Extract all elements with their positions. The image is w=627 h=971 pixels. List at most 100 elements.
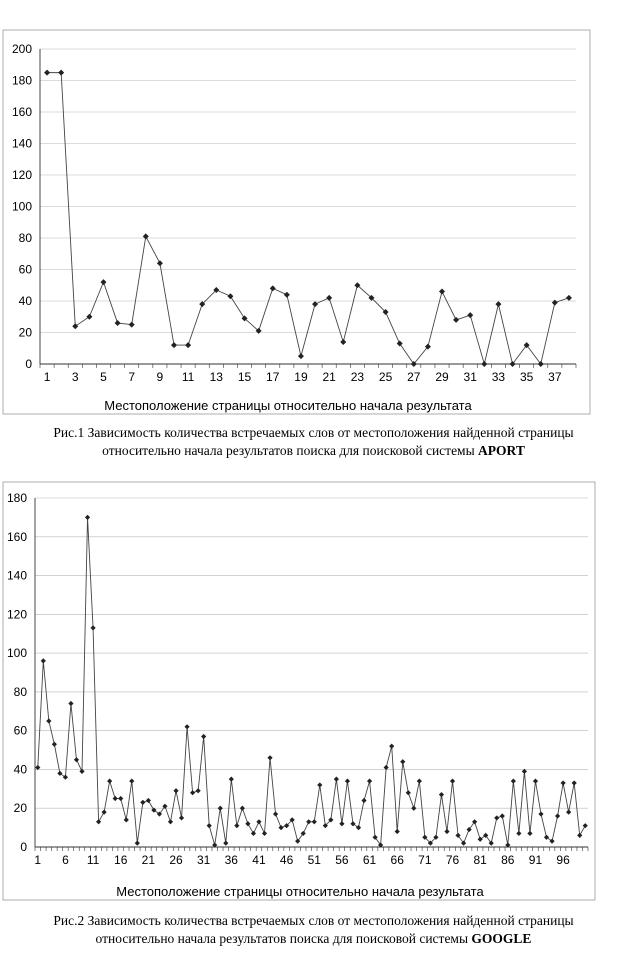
data-point	[118, 795, 124, 802]
data-point	[156, 811, 163, 817]
data-point	[416, 778, 422, 784]
data-point	[255, 327, 262, 334]
data-point	[340, 338, 347, 345]
data-point	[410, 361, 417, 367]
data-point	[250, 830, 257, 837]
data-point	[505, 842, 511, 848]
data-point	[256, 819, 262, 825]
data-point	[361, 797, 367, 804]
data-point	[185, 342, 192, 349]
y-tick-label: 120	[12, 168, 32, 182]
y-tick-label: 40	[19, 294, 33, 308]
caption-2-system: GOOGLE	[471, 931, 532, 946]
series-line	[37, 517, 586, 847]
x-tick-label: 23	[351, 370, 365, 384]
data-point	[100, 279, 107, 286]
data-point	[90, 625, 96, 631]
data-point	[449, 778, 456, 784]
data-point	[455, 832, 461, 838]
y-tick-label: 200	[12, 42, 32, 56]
x-tick-label: 6	[62, 853, 69, 867]
data-point	[516, 830, 522, 837]
x-tick-label: 37	[548, 370, 562, 384]
data-point	[68, 700, 74, 707]
x-axis-label: Местоположение страницы относительно нач…	[104, 398, 472, 413]
data-point	[95, 819, 102, 825]
x-tick-label: 9	[157, 370, 164, 384]
data-point	[405, 790, 411, 796]
data-point	[317, 782, 323, 788]
x-tick-label: 31	[197, 853, 211, 867]
data-point	[114, 320, 121, 327]
data-point	[566, 809, 572, 815]
x-tick-label: 51	[308, 853, 322, 867]
data-point	[58, 69, 65, 76]
data-point	[560, 780, 566, 786]
y-tick-label: 140	[7, 569, 27, 583]
data-point	[227, 293, 234, 300]
figure-caption-1: Рис.1 Зависимость количества встречаемых…	[0, 424, 627, 460]
data-point	[378, 842, 384, 848]
y-tick-label: 180	[12, 74, 32, 88]
data-point	[488, 840, 494, 846]
data-point	[495, 301, 502, 308]
data-point	[156, 260, 163, 267]
x-tick-label: 1	[34, 853, 41, 867]
caption-1-line-1: Рис.1 Зависимость количества встречаемых…	[53, 425, 574, 440]
x-tick-label: 41	[252, 853, 266, 867]
data-point	[140, 799, 146, 806]
data-point	[311, 819, 317, 825]
data-point	[44, 69, 51, 76]
data-point	[438, 792, 445, 798]
data-point	[433, 834, 439, 840]
x-tick-label: 16	[114, 853, 128, 867]
data-point	[228, 776, 234, 782]
data-point	[467, 312, 474, 319]
data-point	[84, 514, 91, 520]
data-point	[382, 309, 389, 316]
data-point	[523, 342, 530, 349]
data-point	[427, 840, 433, 846]
x-tick-label: 15	[238, 370, 252, 384]
data-point	[322, 823, 328, 829]
data-point	[538, 811, 544, 817]
data-point	[86, 313, 93, 320]
data-point	[424, 343, 431, 350]
data-point	[444, 828, 450, 835]
data-point	[472, 819, 478, 825]
x-tick-label: 81	[473, 853, 487, 867]
x-tick-label: 33	[492, 370, 506, 384]
data-point	[241, 315, 248, 322]
x-tick-label: 21	[322, 370, 336, 384]
data-point	[453, 316, 460, 323]
data-point	[306, 819, 312, 825]
data-point	[134, 840, 140, 846]
x-tick-label: 86	[501, 853, 515, 867]
data-point	[107, 778, 113, 784]
x-tick-label: 11	[182, 370, 195, 384]
x-tick-label: 19	[294, 370, 308, 384]
data-point	[199, 301, 206, 308]
x-tick-label: 11	[87, 853, 100, 867]
data-point	[396, 340, 403, 347]
data-point	[509, 361, 516, 367]
x-tick-label: 27	[407, 370, 421, 384]
x-tick-label: 1	[44, 370, 51, 384]
y-tick-label: 60	[14, 724, 28, 738]
x-tick-label: 26	[169, 853, 183, 867]
data-point	[73, 757, 80, 763]
data-point	[101, 809, 107, 815]
data-point	[178, 815, 185, 821]
data-point	[328, 817, 334, 823]
data-point	[171, 342, 177, 349]
data-point	[79, 768, 85, 774]
y-tick-label: 20	[14, 801, 28, 815]
x-tick-label: 35	[520, 370, 534, 384]
x-tick-label: 29	[435, 370, 449, 384]
caption-2-line-1: Рис.2 Зависимость количества встречаемых…	[53, 913, 574, 928]
data-point	[326, 294, 333, 301]
data-point	[184, 724, 190, 730]
data-point	[499, 813, 505, 819]
data-point	[206, 823, 212, 829]
